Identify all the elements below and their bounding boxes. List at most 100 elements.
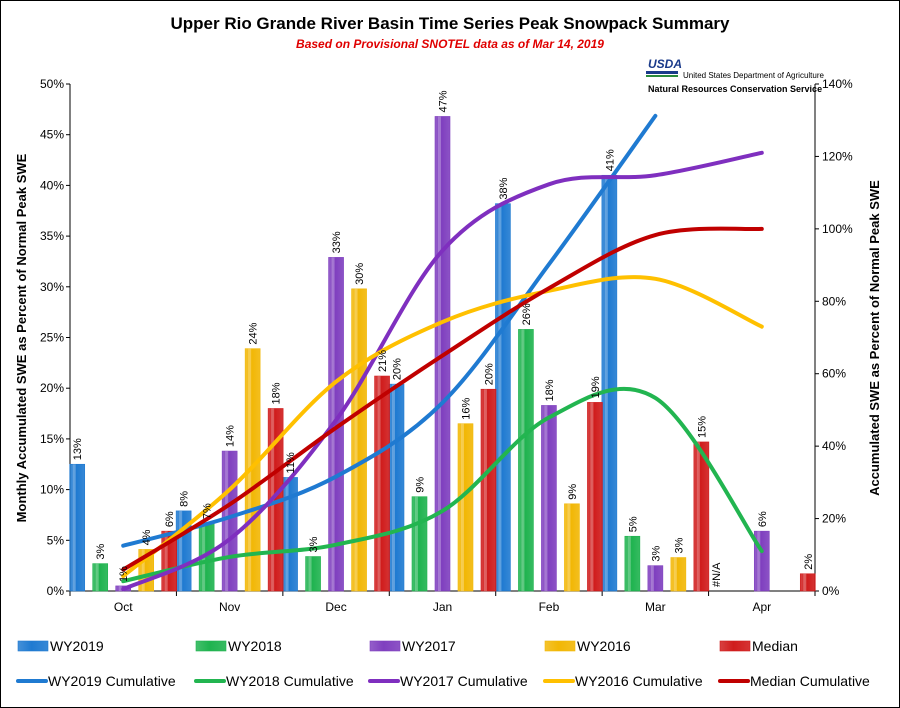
bar-highlight [484,389,487,591]
usda-logo-bar-green [646,75,678,77]
x-tick-label: Nov [219,600,240,614]
bar-highlight [308,556,312,591]
legend-swatch-wy2018 [195,640,227,652]
y-tick-left-label: 30% [40,280,64,294]
chart-title: Upper Rio Grande River Basin Time Series… [170,14,730,33]
legend-label: WY2018 Cumulative [226,673,354,689]
bar-wy2019 [495,203,511,592]
bar-highlight [590,402,594,591]
bar-data-label: 30% [354,263,366,285]
bar-data-label: 24% [248,322,260,344]
line-median-cumulative [121,226,764,572]
x-tick-label: Apr [752,600,771,614]
legend-label: WY2017 Cumulative [400,673,528,689]
bar-wy2016 [457,423,474,592]
legend-swatch-wy2019 [17,640,49,652]
bar-data-label: 3% [308,536,320,552]
y-tick-left-label: 10% [40,483,64,497]
bar-highlight [179,510,183,591]
bar-data-label: 9% [567,484,579,500]
bar-data-label: 6% [164,511,176,527]
bar-data-label: 19% [590,376,602,398]
x-ticks: Oct Nov Dec Jan Feb Mar Apr [69,591,816,614]
bar-data-label: 18% [544,379,556,401]
y-tick-right-label: 120% [822,149,853,163]
bar-highlight [757,531,761,591]
bar-highlight [627,536,631,591]
y-axis-label-right: Accumulated SWE as Percent of Normal Pea… [867,180,882,496]
bar-wy2018 [305,556,321,592]
bar-data-label: 21% [377,350,389,372]
bar-highlight [118,585,122,591]
legend-label: WY2018 [228,638,282,654]
bar-data-label: 20% [392,358,404,380]
bar-wy2018 [411,496,428,592]
bar-highlight [164,531,168,591]
y-tick-right-label: 60% [822,367,846,381]
x-tick-label: Jan [433,600,452,614]
bar-highlight [461,423,464,591]
bar-wy2016 [351,288,367,592]
bar-data-label: 13% [72,438,84,460]
bar-data-labels: 13% 8% 11% 20% 38% 41% #N/A 3% 7% 3% 9% 26% 5% 1% 14% 3… [72,90,815,587]
bar-data-label: 3% [650,546,662,562]
nrcs-service-text: Natural Resources Conservation Service [648,84,822,94]
bar-data-label: 4% [141,529,153,545]
y-tick-left-label: 0% [47,584,65,598]
legend-label: WY2019 [50,638,104,654]
bar-data-label: 15% [696,416,708,438]
bar-data-label: 41% [604,149,616,171]
bar-highlight [141,549,145,591]
cumulative-lines [121,113,764,592]
x-tick-label: Dec [325,600,346,614]
legend-label: WY2017 [402,638,456,654]
y-tick-left-label: 25% [40,331,64,345]
y-ticks-left: 0% 5% 10% 15% 20% 25% 30% 35% 40% 45% 50% [40,77,70,598]
bar-highlight [415,496,418,591]
bar-data-label: 20% [484,363,496,385]
bar-wy2016 [670,557,687,592]
bar-highlight [95,563,99,591]
bar-data-label: #N/A [711,562,723,587]
bar-highlight [567,503,571,591]
usda-logo-bar [646,71,678,74]
legend: WY2019 WY2018 WY2017 WY2016 Median WY2019 Cum… [16,638,870,689]
legend-label: Median [752,638,798,654]
bar-data-label: 3% [95,544,107,560]
bar-highlight [438,116,441,591]
bar-wy2016 [564,503,580,592]
bar-highlight [225,451,229,591]
bar-wy2019 [601,174,618,592]
bar-data-label: 26% [521,303,533,325]
bar-data-label: 3% [673,537,685,553]
bar-median [799,573,816,592]
y-tick-right-label: 20% [822,512,846,526]
y-tick-right-label: 80% [822,294,846,308]
y-tick-left-label: 5% [47,533,65,547]
usda-logo-mark: USDA [648,57,682,71]
y-tick-right-label: 0% [822,584,840,598]
y-tick-left-label: 15% [40,432,64,446]
legend-swatch-median [719,640,751,652]
y-tick-left-label: 20% [40,381,64,395]
bar-highlight [72,464,76,591]
y-tick-right-label: 40% [822,439,846,453]
line-wy2018-cumulative [121,386,764,584]
bar-data-label: 2% [803,554,815,570]
legend-label: WY2016 Cumulative [575,673,703,689]
legend-swatch-wy2016 [544,640,576,652]
bar-data-label: 7% [202,503,214,519]
bar-data-label: 9% [415,477,427,493]
legend-label: WY2019 Cumulative [48,673,176,689]
bar-highlight [696,441,700,591]
bar-data-label: 6% [757,511,769,527]
bar-data-label: 33% [331,231,343,253]
bar-median [374,375,390,592]
bar-data-label: 16% [461,397,473,419]
bar-median [693,441,710,592]
line-wy2019-cumulative [121,113,658,548]
bar-data-label: 8% [179,491,191,507]
bar-wy2019 [388,383,405,592]
bar-wy2017 [221,450,238,592]
